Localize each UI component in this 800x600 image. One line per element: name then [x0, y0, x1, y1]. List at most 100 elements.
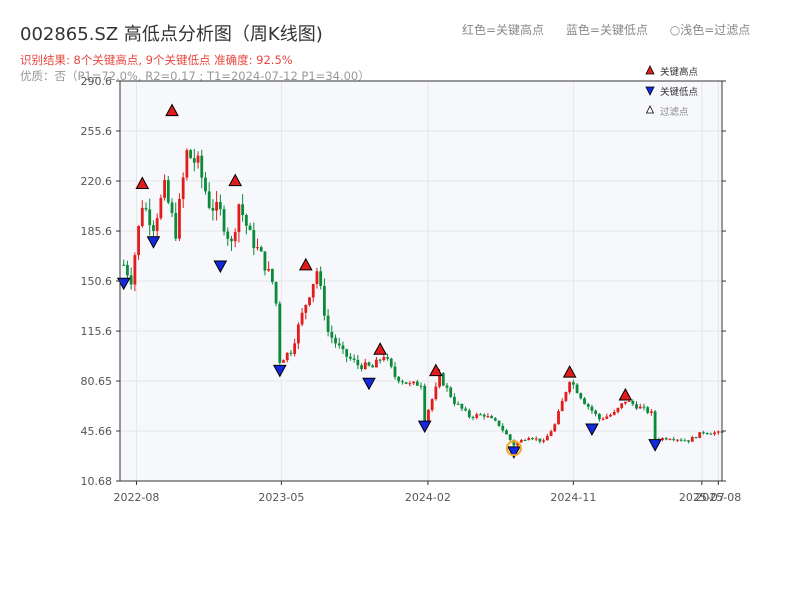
- candle-body: [627, 401, 631, 403]
- candle-body: [274, 281, 278, 304]
- candle-body: [222, 209, 226, 232]
- candle-body: [445, 385, 449, 388]
- key-low-marker: [272, 364, 287, 378]
- candle-body: [505, 430, 508, 435]
- candle-body: [467, 410, 471, 418]
- candle-body: [352, 358, 356, 360]
- candle-body: [549, 431, 553, 436]
- key-high-marker: [228, 173, 243, 187]
- candle-body: [163, 180, 166, 198]
- candles: [122, 148, 724, 447]
- key-low-marker: [213, 260, 228, 274]
- key-low-marker: [362, 377, 376, 391]
- candle-body: [371, 365, 375, 368]
- candle-body: [397, 376, 401, 382]
- candle-body: [609, 414, 612, 417]
- candle-body: [698, 432, 702, 438]
- legend-high-label: 关键高点: [660, 66, 699, 78]
- candle-body: [646, 407, 650, 413]
- candle-body: [322, 285, 326, 316]
- candle-body: [200, 155, 204, 178]
- x-tick-label: 2025-08: [695, 491, 741, 504]
- candle-body: [192, 158, 196, 163]
- candle-body: [531, 438, 534, 440]
- candle-body: [233, 232, 237, 242]
- legend-high-icon: [645, 65, 655, 75]
- key-low-marker: [146, 236, 161, 249]
- key-low-marker: [507, 446, 521, 459]
- legend-low-label: 关键低点: [660, 86, 699, 98]
- candle-body: [326, 315, 330, 332]
- candle-body: [304, 304, 308, 313]
- x-tick-label: 2022-08: [113, 491, 159, 504]
- candle-body: [363, 362, 367, 370]
- y-tick-label: 115.6: [81, 325, 113, 338]
- candle-body: [713, 432, 716, 435]
- candle-body: [512, 439, 516, 446]
- candle-body: [690, 437, 694, 442]
- y-tick-label: 290.6: [81, 75, 113, 88]
- candle-body: [679, 439, 683, 441]
- candle-body: [382, 357, 386, 360]
- candle-body: [259, 247, 263, 252]
- candle-body: [575, 384, 579, 394]
- candle-body: [427, 409, 430, 422]
- candle-body: [527, 438, 531, 441]
- candle-body: [542, 440, 546, 442]
- key-low-marker: [116, 277, 131, 291]
- candle-body: [248, 225, 252, 231]
- x-tick-label: 2024-11: [550, 491, 596, 504]
- axes: 10.68 45.66 80.65 115.6 150.6 185.6 220.6 255.6…: [81, 75, 742, 504]
- candle-body: [144, 207, 148, 210]
- y-tick-label: 80.65: [81, 375, 113, 388]
- candle-body: [709, 433, 713, 435]
- candle-body: [661, 438, 664, 440]
- candle-body: [560, 400, 564, 412]
- candle-body: [337, 343, 341, 346]
- candle-body: [672, 439, 676, 441]
- candle-body: [475, 414, 479, 418]
- candle-body: [375, 359, 378, 368]
- candle-body: [586, 404, 590, 407]
- candle-body: [519, 439, 523, 443]
- candle-body: [605, 416, 609, 419]
- candle-body: [341, 345, 345, 350]
- y-tick-label: 220.6: [81, 175, 113, 188]
- candle-body: [716, 431, 720, 433]
- y-tick-label: 45.66: [81, 425, 113, 438]
- candle-body: [137, 226, 140, 256]
- candle-body: [482, 414, 486, 417]
- candle-body: [653, 411, 657, 440]
- candle-body: [181, 177, 185, 200]
- candle-body: [140, 207, 144, 227]
- quality-summary: 优质：否（P1=72.0%, R2=0.17 ; T1=2024-07-12 P…: [20, 69, 370, 83]
- candle-body: [501, 425, 505, 431]
- candle-body: [263, 251, 267, 271]
- candle-body: [545, 435, 549, 441]
- candle-body: [244, 215, 248, 226]
- candle-body: [456, 403, 460, 405]
- candle-body: [211, 207, 215, 211]
- candle-body: [293, 343, 297, 354]
- candle-body: [553, 424, 557, 432]
- x-tick-label: 2023-05: [258, 491, 304, 504]
- candle-body: [218, 201, 222, 210]
- candle-body: [207, 191, 211, 208]
- top-legend-red: 红色=关键高点: [462, 23, 545, 37]
- candle-body: [170, 202, 174, 214]
- top-legend-blue: 蓝色=关键低点: [565, 23, 648, 37]
- candle-body: [449, 387, 453, 397]
- page-title: 002865.SZ 高低点分析图（周K线图): [20, 24, 323, 45]
- candle-body: [594, 410, 598, 414]
- candle-body: [166, 180, 170, 203]
- candle-body: [126, 264, 129, 276]
- candle-body: [557, 411, 560, 425]
- candle-body: [252, 230, 256, 249]
- candle-body: [676, 439, 679, 441]
- candle-body: [705, 433, 709, 435]
- candle-body: [702, 432, 705, 434]
- candle-body: [285, 352, 289, 361]
- candle-body: [148, 209, 152, 226]
- candle-body: [408, 383, 412, 385]
